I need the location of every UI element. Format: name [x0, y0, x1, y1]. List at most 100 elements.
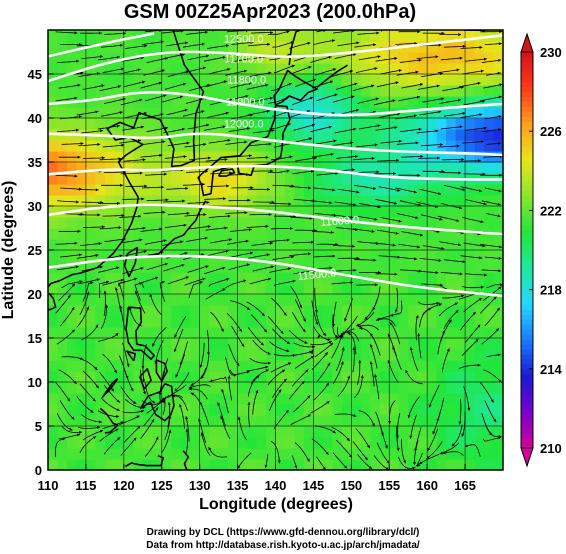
streamline-arrowhead: [98, 242, 102, 246]
streamline-arrowhead: [162, 140, 166, 144]
field-cell: [436, 162, 447, 174]
streamline: [332, 361, 344, 385]
streamline: [144, 94, 167, 102]
field-cell: [427, 52, 438, 64]
field-cell: [266, 404, 277, 416]
streamline: [174, 328, 184, 353]
streamline: [370, 361, 375, 387]
field-cell: [104, 239, 115, 251]
streamline-arrowhead: [200, 432, 204, 436]
streamline-arrowhead: [203, 142, 207, 146]
streamline-arrowhead: [158, 392, 162, 396]
field-cell: [427, 272, 438, 284]
field-cell: [379, 294, 390, 306]
streamline-arrowhead: [436, 84, 440, 88]
field-cell: [417, 162, 428, 174]
field-cell: [360, 404, 371, 416]
streamline: [310, 56, 332, 63]
streamline: [359, 327, 376, 343]
streamline: [231, 114, 254, 120]
field-cell: [218, 448, 229, 460]
field-cell: [313, 195, 324, 207]
streamline: [331, 214, 354, 218]
streamline: [164, 83, 187, 90]
field-cell: [142, 371, 153, 383]
field-cell: [161, 415, 172, 427]
streamline: [396, 71, 419, 76]
streamline: [161, 429, 171, 454]
field-cell: [199, 382, 210, 394]
streamline: [378, 113, 401, 118]
streamline: [141, 113, 164, 120]
field-cell: [351, 426, 362, 438]
streamline: [405, 369, 423, 385]
field-cell: [436, 107, 447, 119]
field-cell: [142, 85, 153, 97]
streamline-arrowhead: [352, 347, 356, 351]
streamline: [465, 58, 487, 62]
field-cell: [436, 261, 447, 273]
field-cell: [256, 217, 267, 229]
field-cell: [322, 30, 333, 42]
field-cell: [303, 338, 315, 350]
field-cell: [142, 129, 153, 141]
field-cell: [161, 173, 172, 185]
field-cell: [199, 272, 210, 284]
streamline-arrowhead: [426, 455, 430, 459]
streamline: [140, 418, 155, 440]
field-cell: [455, 162, 466, 174]
streamline: [125, 185, 148, 188]
streamline: [142, 344, 147, 369]
field-cell: [85, 338, 96, 350]
field-cell: [85, 96, 96, 108]
field-cell: [322, 162, 333, 174]
field-cell: [256, 118, 267, 130]
colorbar-segment: [521, 344, 533, 350]
streamline-arrowhead: [458, 421, 462, 425]
field-cell: [417, 437, 428, 449]
streamline: [331, 142, 354, 147]
colorbar-max-arrow: [520, 32, 534, 53]
field-cell: [266, 228, 277, 240]
coastline: [155, 359, 168, 382]
streamline-arrowhead: [498, 379, 502, 383]
field-cell: [123, 217, 134, 229]
field-cell: [332, 96, 343, 108]
field-cell: [493, 360, 503, 372]
field-cell: [237, 349, 248, 361]
field-cell: [446, 283, 457, 295]
field-cell: [66, 228, 78, 240]
field-cell: [76, 74, 87, 86]
field-cell: [313, 228, 324, 240]
streamline-arrowhead: [228, 238, 232, 242]
streamline: [229, 300, 251, 311]
streamline: [421, 72, 443, 77]
field-cell: [95, 294, 106, 306]
streamline: [190, 392, 205, 413]
field-cell: [199, 283, 210, 295]
streamline: [463, 242, 486, 247]
field-cell: [190, 195, 201, 207]
field-cell: [133, 162, 144, 174]
field-cell: [427, 41, 438, 53]
field-cell: [266, 74, 277, 86]
field-cell: [256, 85, 267, 97]
field-cell: [218, 393, 229, 405]
field-cell: [417, 327, 428, 339]
field-cell: [379, 305, 390, 317]
field-cell: [322, 74, 333, 86]
field-cell: [351, 118, 362, 130]
field-cell: [209, 151, 220, 163]
streamline-arrowhead: [103, 290, 107, 294]
field-cell: [228, 415, 239, 427]
coastline: [316, 64, 348, 88]
field-cell: [104, 294, 115, 306]
field-cell: [266, 118, 277, 130]
streamline-arrowhead: [440, 143, 443, 147]
field-cell: [266, 239, 277, 251]
field-cell: [436, 360, 447, 372]
streamline-arrowhead: [283, 312, 287, 316]
field-cell: [133, 261, 144, 273]
streamline: [311, 352, 329, 370]
field-cell: [436, 30, 447, 42]
